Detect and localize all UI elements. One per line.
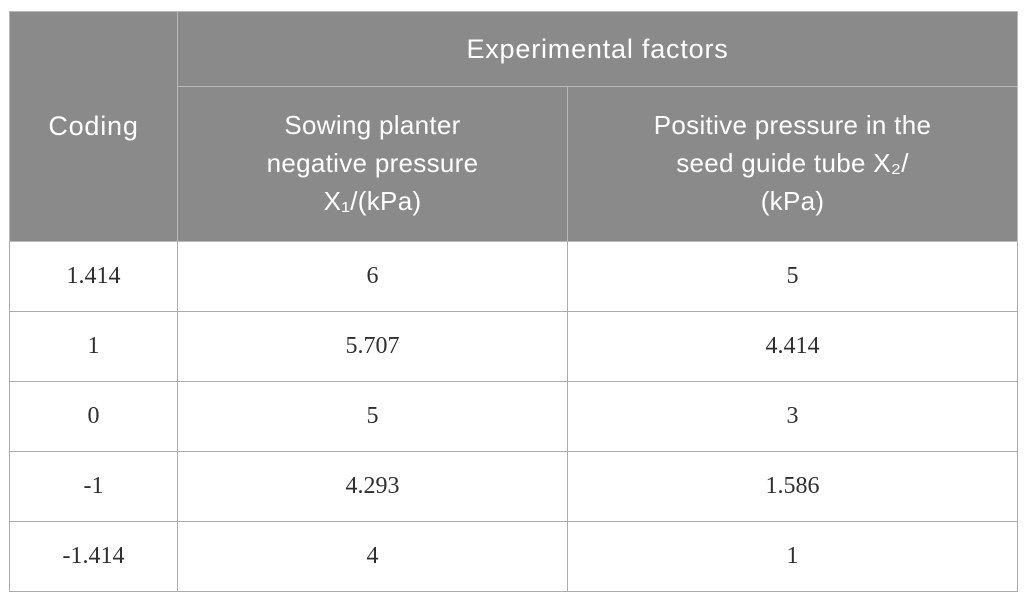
cell-x1: 4 bbox=[177, 521, 568, 592]
cell-x2: 1 bbox=[566, 521, 1019, 592]
header-cell-coding: Coding bbox=[9, 11, 178, 242]
cell-coding: -1.414 bbox=[9, 521, 178, 592]
cell-x2: 5 bbox=[566, 241, 1019, 312]
table-row: -1 4.293 1.586 bbox=[9, 451, 1019, 522]
cell-coding: -1 bbox=[9, 451, 178, 522]
cell-x2: 1.586 bbox=[566, 451, 1019, 522]
header-row-group: Coding Experimental factors bbox=[9, 11, 1019, 242]
cell-x2: 3 bbox=[566, 381, 1019, 452]
cell-x1: 4.293 bbox=[177, 451, 568, 522]
table-body: 1.414 6 5 1 5.707 4.414 0 5 3 -1 4.293 1… bbox=[9, 241, 1019, 592]
cell-x1: 6 bbox=[177, 241, 568, 312]
cell-coding: 0 bbox=[9, 381, 178, 452]
cell-coding: 1.414 bbox=[9, 241, 178, 312]
header-cell-negative-pressure-x1: Sowing planter negative pressure X₁/(kPa… bbox=[177, 86, 568, 242]
cell-x2: 4.414 bbox=[566, 311, 1019, 382]
header-cell-experimental-factors: Experimental factors bbox=[176, 11, 1019, 87]
table-row: 0 5 3 bbox=[9, 381, 1019, 452]
header-cell-positive-pressure-x2: Positive pressure in the seed guide tube… bbox=[566, 86, 1019, 242]
cell-x1: 5 bbox=[177, 381, 568, 452]
cell-x1: 5.707 bbox=[177, 311, 568, 382]
table-row: -1.414 4 1 bbox=[9, 521, 1019, 592]
table-row: 1 5.707 4.414 bbox=[9, 311, 1019, 382]
experimental-factors-table: Coding Experimental factors Sowing plant… bbox=[9, 11, 1019, 592]
table-header: Coding Experimental factors Sowing plant… bbox=[9, 11, 1019, 242]
cell-coding: 1 bbox=[9, 311, 178, 382]
header-row-factors: Sowing planter negative pressure X₁/(kPa… bbox=[10, 86, 1019, 242]
table-row: 1.414 6 5 bbox=[9, 241, 1019, 312]
